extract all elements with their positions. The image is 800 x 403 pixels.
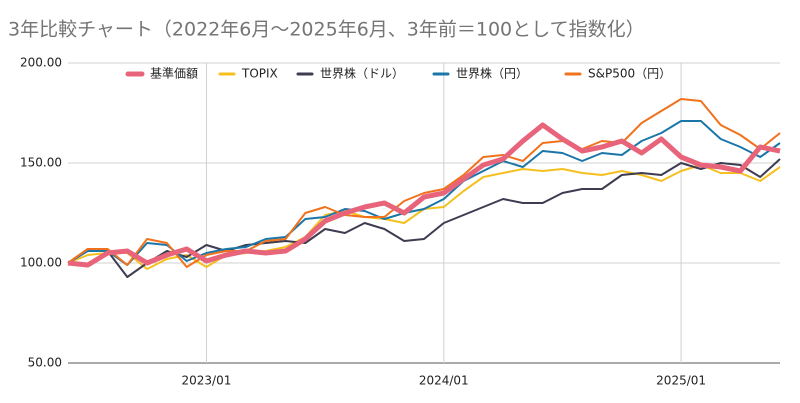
y-tick-label: 200.00: [20, 56, 62, 70]
series-line: [67, 98, 781, 268]
legend-label: S&P500（円）: [588, 67, 671, 81]
y-tick-label: 100.00: [20, 256, 62, 270]
legend-label: 基準価額: [150, 66, 198, 81]
series-line: [67, 158, 781, 278]
y-tick-label: 50.00: [28, 356, 62, 370]
x-tick-label: 2025/01: [656, 374, 706, 388]
legend-label: 世界株（ドル）: [320, 66, 404, 81]
series-line: [67, 122, 781, 268]
x-tick-label: 2024/01: [419, 374, 469, 388]
x-tick-label: 2023/01: [182, 374, 232, 388]
series-line: [67, 120, 781, 266]
y-tick-label: 150.00: [20, 156, 62, 170]
chart-title: 3年比較チャート（2022年6月～2025年6月、3年前＝100として指数化）: [8, 19, 645, 41]
legend-label: 世界株（円）: [456, 66, 528, 81]
legend-label: TOPIX: [241, 67, 278, 81]
